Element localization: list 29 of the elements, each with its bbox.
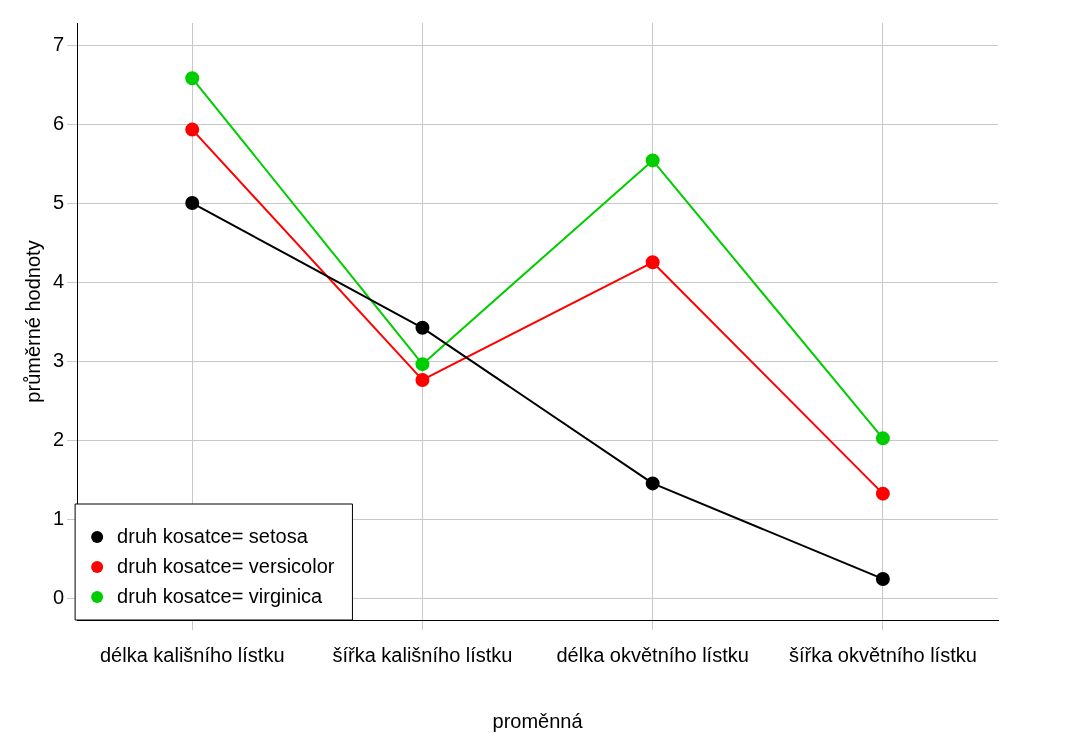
y-tick-label: 2 xyxy=(53,428,65,451)
x-tick-label: šířka kališního lístku xyxy=(332,643,513,666)
y-tick-label: 3 xyxy=(53,349,65,372)
x-axis-title: proměnná xyxy=(492,709,584,732)
point xyxy=(875,486,890,501)
x-tick-label: délka kališního lístku xyxy=(99,643,285,666)
point xyxy=(415,357,430,372)
point xyxy=(645,255,660,270)
y-tick-label: 7 xyxy=(53,33,65,56)
legend-label: druh kosatce= setosa xyxy=(117,524,309,547)
y-tick-label: 1 xyxy=(53,507,65,530)
point xyxy=(415,372,430,387)
point xyxy=(185,122,200,137)
point xyxy=(645,476,660,491)
point xyxy=(185,196,200,211)
point xyxy=(875,431,890,446)
y-tick-label: 0 xyxy=(53,586,65,609)
x-tick-label: délka okvětního lístku xyxy=(556,643,749,666)
y-tick-label: 6 xyxy=(53,112,65,135)
point xyxy=(875,571,890,586)
point xyxy=(185,71,200,86)
legend-label: druh kosatce= virginica xyxy=(117,584,324,607)
legend-label: druh kosatce= versicolor xyxy=(117,554,335,577)
y-tick-label: 5 xyxy=(53,191,65,214)
point xyxy=(415,320,430,335)
y-tick-label: 4 xyxy=(53,270,65,293)
x-tick-label: šířka okvětního lístku xyxy=(788,643,977,666)
y-axis-title: průměrné hodnoty xyxy=(21,240,44,403)
point xyxy=(645,153,660,168)
